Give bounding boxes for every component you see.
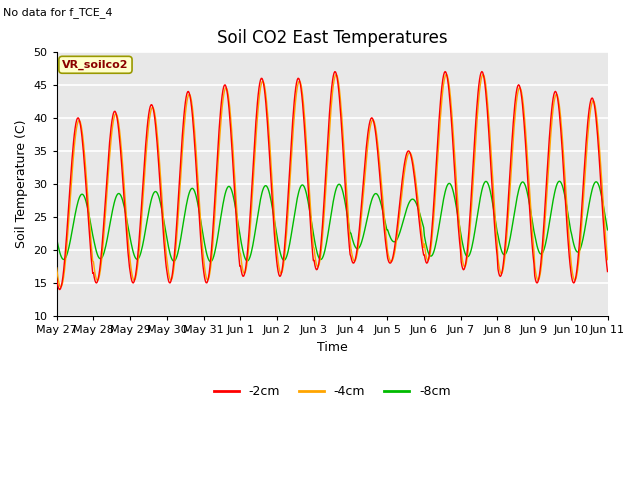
Text: VR_soilco2: VR_soilco2 bbox=[62, 60, 129, 70]
Text: No data for f_TCE_4: No data for f_TCE_4 bbox=[3, 7, 113, 18]
Y-axis label: Soil Temperature (C): Soil Temperature (C) bbox=[15, 120, 28, 248]
X-axis label: Time: Time bbox=[317, 341, 348, 354]
Title: Soil CO2 East Temperatures: Soil CO2 East Temperatures bbox=[217, 29, 447, 48]
Legend: -2cm, -4cm, -8cm: -2cm, -4cm, -8cm bbox=[209, 381, 456, 403]
